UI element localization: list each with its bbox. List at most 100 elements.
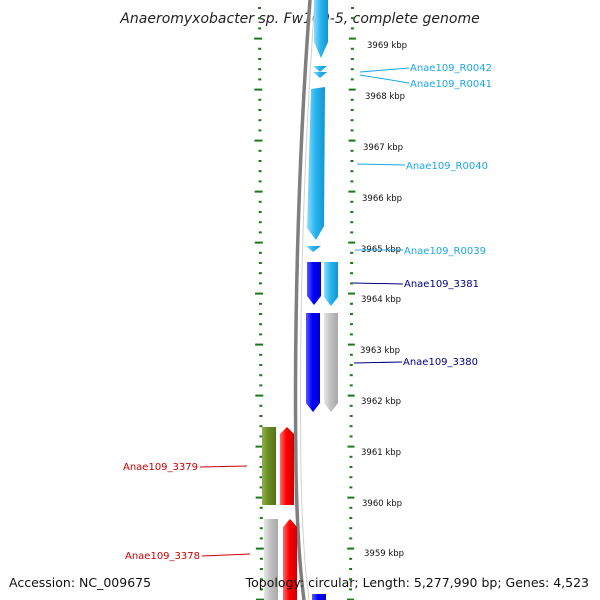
scale-tick: [255, 547, 264, 550]
scale-tick: [350, 282, 354, 285]
scale-tick: [254, 190, 263, 193]
scale-tick: [254, 241, 263, 244]
feature-label-3380: Anae109_3380: [403, 357, 478, 368]
scale-tick: [259, 455, 263, 458]
scale-tick: [349, 323, 353, 326]
feature-label-3381: Anae109_3381: [404, 279, 479, 290]
scale-tick: [349, 527, 353, 530]
leader-line: [201, 553, 251, 557]
feature-labels: Anae109_R0042 Anae109_R0041 Anae109_R004…: [123, 63, 492, 562]
map-title: Anaeromyxobacter sp. Fw109-5, complete g…: [119, 11, 479, 27]
leader-line: [352, 282, 404, 285]
scale-tick: [254, 292, 263, 295]
feature-label-r0042: Anae109_R0042: [410, 63, 492, 74]
scale-tick: [348, 241, 356, 244]
leader-line: [359, 67, 410, 73]
scale-tick: [259, 302, 263, 305]
rrna-feature-r0041: [313, 66, 327, 72]
label-leaders: [199, 67, 410, 557]
rrna-feature-strand2: [324, 262, 338, 306]
scale-tick: [350, 272, 354, 275]
scale-tick: [349, 364, 353, 366]
scale-tick: [258, 272, 262, 275]
scale-tick: [350, 170, 354, 173]
scale-tick: [349, 302, 353, 305]
kbp-label: 3966 kbp: [362, 194, 402, 204]
scale-tick: [259, 364, 263, 366]
scale-tick: [254, 139, 263, 142]
scale-tick: [258, 68, 262, 71]
scale-tick: [349, 588, 353, 591]
scale-tick: [350, 109, 354, 111]
scale-tick: [259, 537, 263, 540]
scale-tick: [258, 7, 262, 9]
scale-tick: [259, 476, 263, 479]
scale-tick: [349, 353, 353, 356]
scale-tick: [349, 506, 353, 509]
scale-tick: [347, 394, 355, 397]
scale-tick: [258, 231, 262, 234]
scale-tick: [347, 343, 355, 346]
cds-feature-3378: [283, 519, 297, 600]
kbp-labels: 3969 kbp 3968 kbp 3967 kbp 3966 kbp 3965…: [360, 41, 407, 559]
scale-tick: [258, 200, 262, 203]
scale-tick: [349, 537, 353, 540]
scale-tick: [259, 527, 263, 530]
scale-tick: [258, 251, 262, 254]
scale-tick: [350, 58, 354, 60]
scale-tick: [350, 7, 354, 9]
scale-tick: [259, 517, 263, 519]
scale-tick: [349, 425, 353, 428]
scale-tick: [255, 496, 264, 499]
kbp-label: 3964 kbp: [361, 295, 401, 305]
leader-line: [199, 465, 248, 468]
scale-tick: [349, 415, 353, 417]
feature-label-r0040: Anae109_R0040: [406, 161, 488, 172]
rrna-feature-r0041b: [313, 72, 327, 78]
leader-line: [359, 74, 410, 84]
cds-feature-olive: [262, 427, 276, 505]
scale-tick: [350, 221, 354, 224]
kbp-label: 3959 kbp: [364, 549, 404, 559]
scale-tick: [350, 200, 354, 203]
cds-feature-3380: [306, 313, 320, 412]
scale-tick: [348, 190, 356, 193]
genome-summary-text: Topology: circular; Length: 5,277,990 bp…: [245, 575, 589, 590]
scale-tick: [347, 598, 355, 600]
scale-tick: [350, 17, 354, 20]
genome-backbone-inner: [300, 0, 316, 600]
feature-label-3378: Anae109_3378: [125, 551, 200, 562]
scale-tick: [259, 435, 263, 438]
scale-tick: [350, 129, 354, 132]
scale-tick: [350, 149, 354, 152]
cds-feature-3379: [280, 427, 294, 505]
scale-tick: [348, 37, 356, 40]
cds-feature-3381: [307, 262, 321, 305]
scale-tick: [258, 98, 262, 101]
leader-line: [353, 361, 403, 364]
scale-tick: [258, 58, 262, 60]
scale-tick: [349, 333, 353, 336]
scale-tick: [258, 109, 262, 111]
feature-label-r0041: Anae109_R0041: [410, 79, 492, 90]
scale-tick: [255, 445, 264, 448]
scale-tick: [259, 578, 263, 581]
scale-tick: [349, 455, 353, 458]
cds-feature-gray-1: [324, 313, 338, 412]
cds-feature-gray-2: [264, 519, 278, 600]
scale-tick: [350, 211, 354, 213]
rrna-feature-r0042: [314, 0, 328, 58]
scale-tick: [258, 221, 262, 224]
scale-tick: [349, 384, 353, 387]
scale-tick: [350, 180, 354, 183]
scale-tick: [258, 27, 262, 30]
scale-tick: [349, 466, 353, 468]
kbp-label: 3968 kbp: [365, 92, 405, 102]
scale-tick: [258, 47, 262, 50]
scale-tick: [349, 486, 353, 489]
scale-tick: [259, 588, 263, 591]
scale-tick: [258, 211, 262, 213]
scale-tick: [258, 78, 262, 81]
scale-tick: [349, 517, 353, 519]
